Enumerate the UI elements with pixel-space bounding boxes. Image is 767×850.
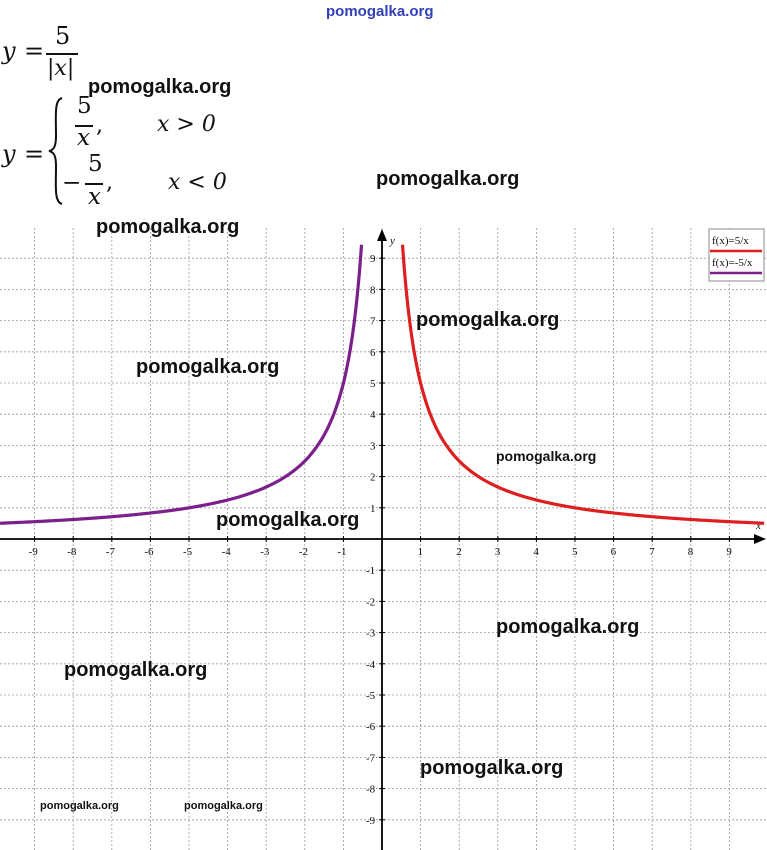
y-tick-label: -8 [366,784,376,796]
case2-bar [85,183,103,185]
y-tick-label: -1 [366,565,375,577]
y-tick-label: 1 [370,503,376,515]
x-tick-label: -7 [106,546,116,558]
case2-numerator: 5 [88,151,103,177]
case1-numerator: 5 [77,93,92,119]
x-tick-label: 2 [456,546,462,558]
y-tick-label: 2 [370,472,376,484]
y-tick-label: 5 [370,378,376,390]
y-tick-label: -4 [366,659,376,671]
x-tick-label: -8 [67,546,77,558]
case1-condition: x > 0 [157,112,216,137]
formula-y: y [2,37,16,65]
curves [0,244,765,525]
watermark: pomogalka.org [216,509,360,531]
x-tick-label: -5 [183,546,193,558]
y-tick-label: -5 [366,690,376,702]
case1-comma: , [96,113,103,138]
case2-condition: x < 0 [168,170,227,195]
y-axis-label: y [389,235,395,247]
case2-denominator: x [88,184,101,210]
formula-numerator: 5 [55,22,71,50]
x-tick-label: -2 [299,546,308,558]
watermark: pomogalka.org [64,659,208,681]
axes: xy [0,229,766,850]
watermark: pomogalka.org [496,616,640,638]
watermark: pomogalka.org [496,448,597,464]
case2-minus: − [62,170,82,196]
watermark: pomogalka.org [96,216,240,238]
x-tick-label: 3 [495,546,501,558]
case2-comma: , [106,170,113,195]
y-tick-label: 9 [370,253,376,265]
legend: f(x)=5/x f(x)=-5/x [708,228,765,282]
cases-brace [48,97,63,205]
x-tick-label: 4 [533,546,539,558]
watermark: pomogalka.org [420,757,564,779]
x-tick-label: 1 [418,546,424,558]
watermark: pomogalka.org [136,356,280,378]
x-tick-label: -6 [144,546,154,558]
case1-denominator: x [77,125,90,151]
cases-y: y [2,140,16,168]
y-axis-arrow [377,229,387,241]
x-tick-label: 6 [611,546,617,558]
x-axis-arrow [754,534,766,544]
y-tick-label: -3 [366,628,376,640]
watermark: pomogalka.org [184,800,263,812]
x-tick-label: -1 [337,546,346,558]
x-tick-label: 5 [572,546,578,558]
y-tick-label: -7 [366,752,376,764]
legend-label-2: f(x)=-5/x [712,257,753,269]
x-tick-label: -3 [260,546,270,558]
x-tick-label: -9 [29,546,39,558]
watermark-top: pomogalka.org [326,3,434,20]
y-tick-label: 7 [370,316,376,328]
formula-equals: = [24,37,45,65]
y-tick-label: -2 [366,596,375,608]
curve-5-over-x [400,244,765,525]
formula-denominator: |x| [47,56,75,81]
x-tick-label: -4 [222,546,232,558]
y-tick-label: -9 [366,815,376,827]
y-tick-label: 3 [370,440,376,452]
x-tick-label: 7 [649,546,655,558]
y-tick-label: -6 [366,721,376,733]
x-tick-label: 8 [688,546,694,558]
watermark: pomogalka.org [376,168,520,190]
watermark: pomogalka.org [88,76,232,98]
y-tick-label: 6 [370,347,376,359]
y-tick-label: 8 [370,284,376,296]
x-axis-label: x [755,520,761,532]
tick-labels: -9 -8 -7 -6 -5 -4 -3 -2 -1 1 2 3 4 5 6 7 8 9 9 8 7 6 5 4 3 2 1 -1 -2… [29,253,733,827]
cases-equals: = [24,140,45,168]
x-tick-label: 9 [726,546,732,558]
fraction-bar [46,53,78,55]
y-tick-label: 4 [370,409,376,421]
watermark: pomogalka.org [416,309,560,331]
watermark: pomogalka.org [40,800,119,812]
case1-bar [75,125,93,127]
legend-label-1: f(x)=5/x [712,235,749,247]
curve-minus-5-over-x [0,244,364,525]
